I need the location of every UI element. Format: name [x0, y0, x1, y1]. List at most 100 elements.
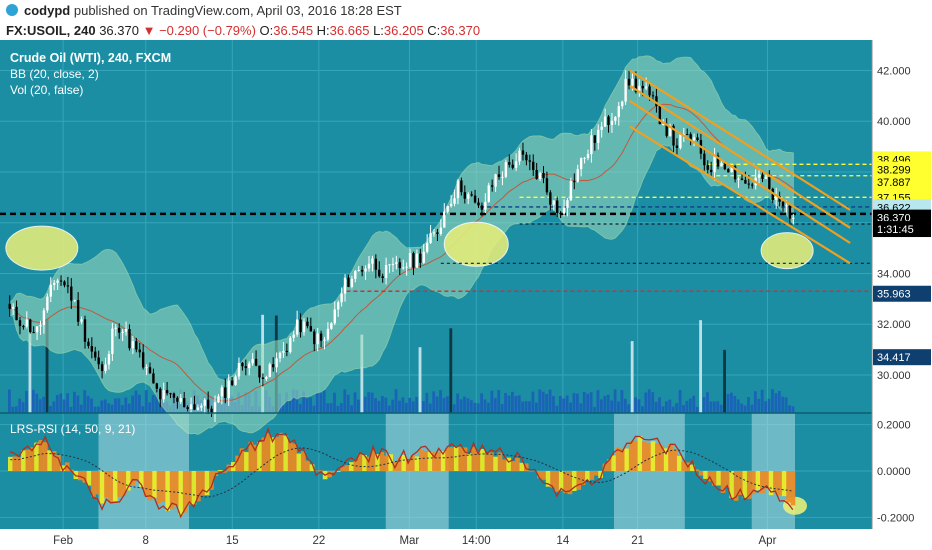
volume-bar — [333, 392, 336, 413]
candle-body — [224, 387, 227, 398]
candle-body — [302, 321, 306, 333]
candle-body — [439, 227, 443, 234]
candle-body — [323, 339, 326, 341]
candle-body — [638, 85, 641, 93]
candle-body — [367, 263, 371, 269]
candle-body — [70, 286, 73, 301]
volume-bar — [630, 341, 634, 413]
volume-bar — [702, 397, 706, 413]
candle-body — [453, 198, 456, 204]
candle-body — [319, 333, 323, 341]
candle-body — [159, 388, 162, 400]
rsi-histogram-bar — [29, 447, 35, 471]
rsi-histogram-bar — [624, 448, 630, 471]
candle-body — [429, 233, 432, 243]
volume-bar — [21, 402, 25, 413]
trend-channel-line[interactable] — [629, 69, 851, 211]
volume-bar — [644, 392, 648, 413]
rsi-histogram-bar — [690, 464, 695, 471]
rsi-histogram-bar — [169, 471, 175, 509]
legend-title: Crude Oil (WTI), 240, FXCM — [10, 51, 171, 65]
rsi-histogram-bar — [541, 471, 547, 480]
rsi-histogram-bar — [440, 450, 446, 471]
candle-body — [446, 205, 449, 212]
price-label: 1:31:45 — [877, 224, 914, 236]
volume-bar — [664, 401, 668, 413]
rsi-histogram-bar — [261, 437, 267, 471]
rsi-histogram-bar — [711, 471, 717, 486]
volume-bar — [155, 389, 158, 413]
candle-body — [733, 166, 737, 180]
rsi-histogram-bar — [628, 440, 634, 471]
price-label: 35.963 — [877, 289, 911, 301]
candle-body — [415, 253, 419, 268]
candle-body — [761, 174, 764, 179]
published-text: published on TradingView.com, April 03, … — [73, 3, 402, 18]
rsi-histogram-bar — [21, 450, 26, 471]
candle-body — [422, 251, 425, 263]
rsi-histogram-bar — [694, 469, 700, 471]
rsi-histogram-bar — [589, 471, 595, 480]
trend-channel-line[interactable] — [629, 99, 851, 244]
volume-bar — [288, 400, 292, 413]
symbol-label[interactable]: FX:USOIL, 240 — [6, 23, 96, 38]
candle-body — [73, 300, 76, 302]
rsi-histogram-bar — [646, 443, 652, 471]
volume-bar — [606, 394, 610, 413]
volume-bar — [719, 404, 723, 413]
volume-bar — [777, 390, 781, 413]
volume-bar — [459, 399, 463, 413]
volume-bar — [292, 389, 295, 413]
candle-body — [258, 365, 261, 378]
volume-bar — [514, 396, 518, 413]
rsi-histogram-bar — [558, 471, 564, 491]
volume-bar — [784, 397, 788, 413]
price-label-box — [873, 285, 931, 302]
low-value: 36.205 — [383, 23, 424, 38]
candle-body — [11, 306, 15, 309]
candle-body — [402, 267, 405, 269]
rsi-tick-label: 0.0000 — [877, 466, 911, 478]
volume-bar — [73, 391, 76, 413]
volume-bar — [55, 395, 59, 413]
trend-channel-line[interactable] — [629, 125, 851, 265]
open-label: O: — [259, 23, 274, 38]
rsi-histogram-bar — [716, 471, 721, 486]
rsi-histogram-bar — [73, 471, 79, 480]
rsi-histogram-bar — [292, 443, 297, 471]
candle-body — [716, 155, 720, 167]
rsi-histogram-bar — [95, 471, 101, 495]
volume-bar — [579, 403, 583, 413]
candle-body — [521, 150, 525, 155]
volume-bar — [404, 402, 408, 413]
author-name[interactable]: codypd — [24, 3, 71, 18]
volume-bar — [298, 403, 302, 413]
rsi-histogram-bar — [725, 471, 730, 488]
volume-bar — [760, 389, 764, 413]
price-label: 34.417 — [877, 352, 911, 364]
volume-bar — [83, 390, 87, 413]
volume-bar — [305, 398, 309, 413]
volume-bar — [497, 390, 501, 413]
rsi-histogram-bar — [563, 471, 568, 494]
volume-bar — [425, 392, 429, 413]
candle-body — [388, 264, 391, 266]
candle-body — [709, 169, 713, 173]
candle-body — [555, 200, 559, 214]
price-axis[interactable] — [872, 40, 932, 529]
candle-body — [395, 262, 398, 264]
candle-body — [230, 380, 234, 385]
volume-bar — [90, 398, 93, 413]
candle-body — [131, 341, 135, 349]
candle-body — [449, 203, 453, 206]
candle-body — [210, 408, 213, 414]
candle-body — [306, 321, 309, 327]
price-chart[interactable]: 42.00040.00038.00036.00034.00032.00030.0… — [0, 40, 932, 550]
legend-vol: Vol (20, false) — [10, 83, 83, 97]
candle-body — [118, 327, 121, 333]
open-value: 36.545 — [273, 23, 314, 38]
volume-bar — [517, 395, 521, 413]
volume-bar — [127, 403, 131, 413]
trend-channel-line[interactable] — [629, 84, 851, 229]
rsi-histogram-bar — [606, 458, 612, 471]
